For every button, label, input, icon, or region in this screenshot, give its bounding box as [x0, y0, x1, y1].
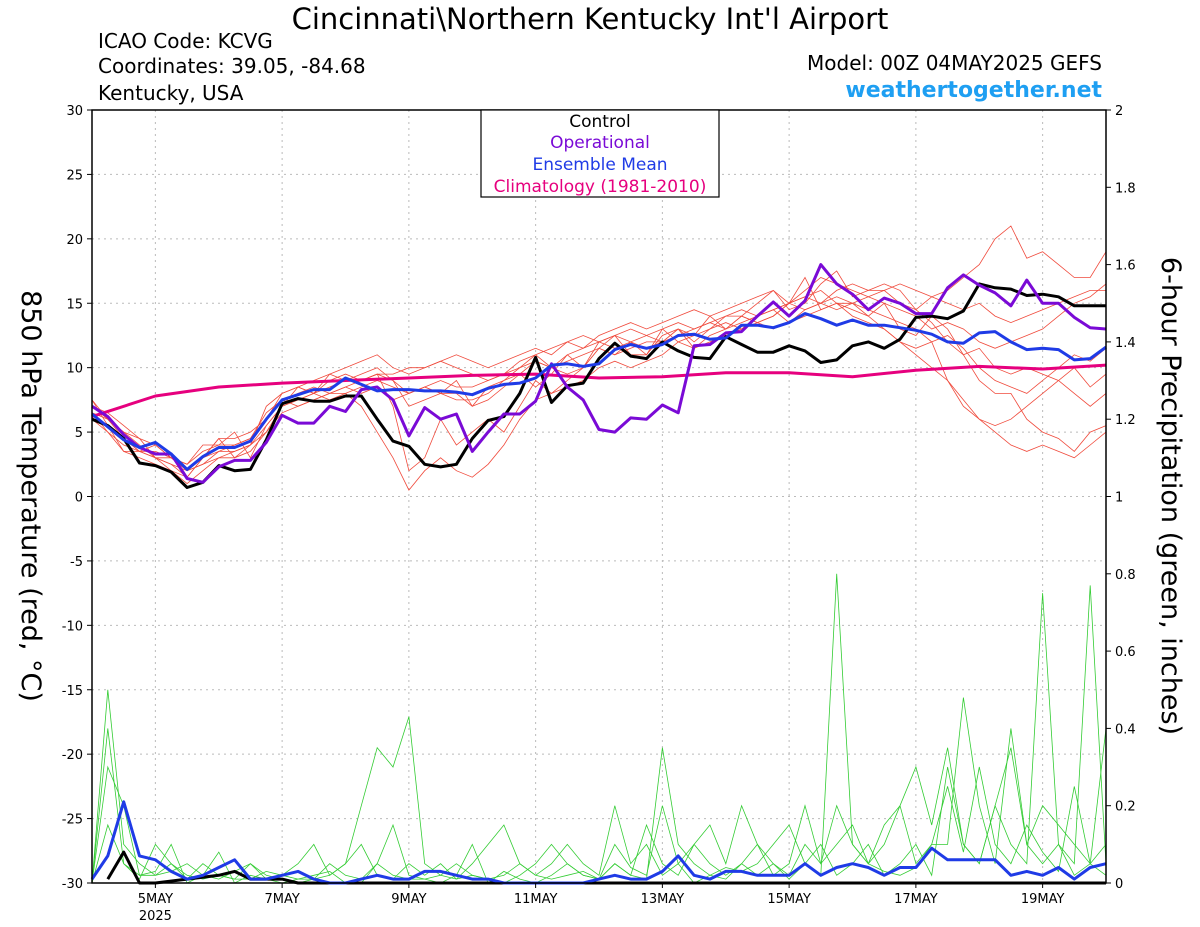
left-tick-label: -5: [70, 555, 83, 570]
right-tick-label: 1.4: [1115, 336, 1136, 351]
series-lines: [90, 263, 1107, 885]
x-tick-label: 17MAY: [894, 892, 938, 907]
right-tick-label: 0.2: [1115, 800, 1136, 815]
x-tick-label: 15MAY: [767, 892, 811, 907]
coordinates: Coordinates: 39.05, -84.68: [98, 54, 366, 78]
region: Kentucky, USA: [98, 81, 244, 105]
chart-title: Cincinnati\Northern Kentucky Int'l Airpo…: [292, 2, 889, 36]
right-tick-label: 0.6: [1115, 645, 1136, 660]
model-run: Model: 00Z 04MAY2025 GEFS: [807, 51, 1102, 75]
right-tick-label: 0: [1115, 877, 1123, 892]
left-tick-label: 20: [66, 233, 83, 248]
series-operational-left: [91, 263, 1107, 484]
series-ensemble-mean-right: [90, 800, 1107, 885]
legend-ensemble-mean: Ensemble Mean: [532, 155, 667, 175]
x-tick-label: 13MAY: [641, 892, 685, 907]
left-axis-title: 850 hPa Temperature (red, °C): [15, 290, 46, 702]
right-axis-title: 6-hour Precipitation (green, inches): [1155, 257, 1186, 735]
right-tick-label: 2: [1115, 104, 1123, 119]
x-tick-label: 9MAY: [391, 892, 426, 907]
x-tick-label: 5MAY: [138, 892, 173, 907]
temp-member-line: [91, 283, 1106, 478]
left-tick-label: 15: [66, 297, 83, 312]
left-tick-label: -25: [62, 813, 83, 828]
left-tick-label: -15: [62, 684, 83, 699]
x-tick-year: 2025: [139, 909, 172, 924]
series-climatology-1981-2010-left: [91, 363, 1107, 419]
right-tick-label: 1: [1115, 491, 1123, 506]
left-tick-label: 5: [75, 426, 83, 441]
x-axis-ticks: 5MAY 2025 7MAY 9MAY 11MAY 13MAY 15MAY 17MAY 19MA…: [138, 883, 1065, 924]
right-tick-label: 1.6: [1115, 259, 1136, 274]
left-tick-label: 25: [66, 168, 83, 183]
legend-operational: Operational: [550, 133, 650, 153]
left-tick-label: 0: [75, 491, 83, 506]
right-tick-label: 0.4: [1115, 722, 1136, 737]
icao-code: ICAO Code: KCVG: [98, 29, 273, 53]
site-link[interactable]: weathertogether.net: [845, 78, 1102, 103]
right-tick-label: 1.2: [1115, 413, 1136, 428]
left-tick-label: -20: [62, 748, 83, 763]
x-tick-label: 11MAY: [514, 892, 558, 907]
left-tick-label: -10: [62, 619, 83, 634]
left-axis-ticks: 30 25 20 15 10 5 0 -5 -10 -15 -20 -25 -30: [62, 104, 92, 892]
x-tick-label: 19MAY: [1021, 892, 1065, 907]
temp-member-line: [91, 296, 1107, 465]
legend-box: [480, 109, 720, 198]
series-control-right: [106, 850, 1106, 885]
temp-member-line: [91, 302, 1107, 491]
temp-member-line: [91, 277, 1107, 472]
ensemble-members-temperature: [91, 225, 1107, 491]
right-tick-label: 0.8: [1115, 568, 1136, 583]
right-axis-ticks: 2 1.8 1.6 1.4 1.2 1 0.8 0.6 0.4 0.2 0: [1106, 104, 1136, 892]
right-tick-label: 1.8: [1115, 181, 1136, 196]
left-tick-label: 30: [66, 104, 83, 119]
left-tick-label: -30: [62, 877, 83, 892]
left-tick-label: 10: [66, 362, 83, 377]
legend-climatology: Climatology (1981-2010): [494, 177, 707, 197]
legend-control: Control: [569, 112, 630, 132]
x-tick-label: 7MAY: [264, 892, 299, 907]
legend: Control Operational Ensemble Mean Climat…: [480, 109, 720, 198]
series-ensemble-mean-left: [91, 312, 1107, 471]
